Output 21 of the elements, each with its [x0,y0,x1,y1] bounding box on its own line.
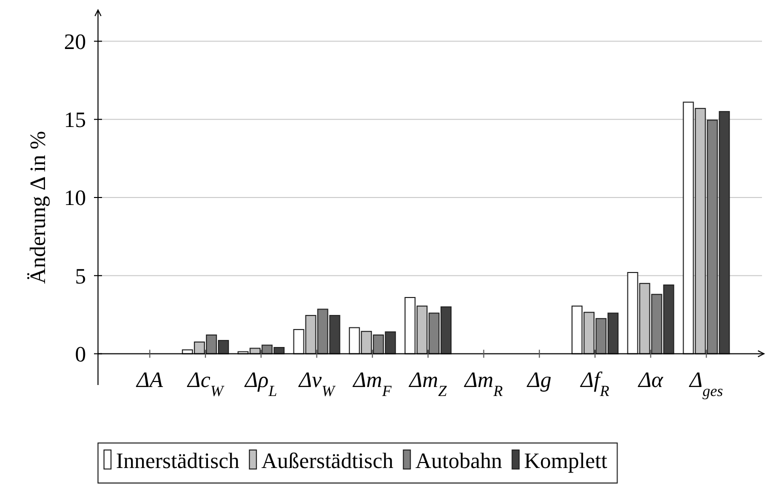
y-tick-label: 20 [64,28,86,54]
x-tick-label: Δm$_{R}$ [464,366,504,400]
x-tick-label: ΔA [136,366,164,392]
x-tick-label: Δα [637,366,664,392]
x-tick-label: Δc$_{W}$ [186,366,224,400]
legend-label: Autobahn [415,448,502,473]
x-tick-label: Δf$_{R}$ [580,366,610,400]
y-tick-label: 5 [75,263,86,288]
y-axis-title: Änderung Δ in % [25,131,50,284]
x-tick-label: Δm$_{F}$ [352,366,392,400]
y-tick-label: 10 [64,185,86,210]
x-tick-label: Δv$_{W}$ [298,366,336,400]
x-tick-label: Δρ$_{L}$ [244,366,278,400]
x-tick-label: Δg [526,366,552,392]
x-tick-label: Δ$_{ges}$ [688,366,724,400]
legend-label: Komplett [524,448,608,473]
y-tick-label: 15 [64,107,86,132]
x-tick-label: Δm$_{Z}$ [408,366,448,400]
legend-label: Innerstädtisch [116,448,240,473]
y-tick-label: 0 [75,341,86,366]
legend-label: Außerstädtisch [261,448,394,473]
